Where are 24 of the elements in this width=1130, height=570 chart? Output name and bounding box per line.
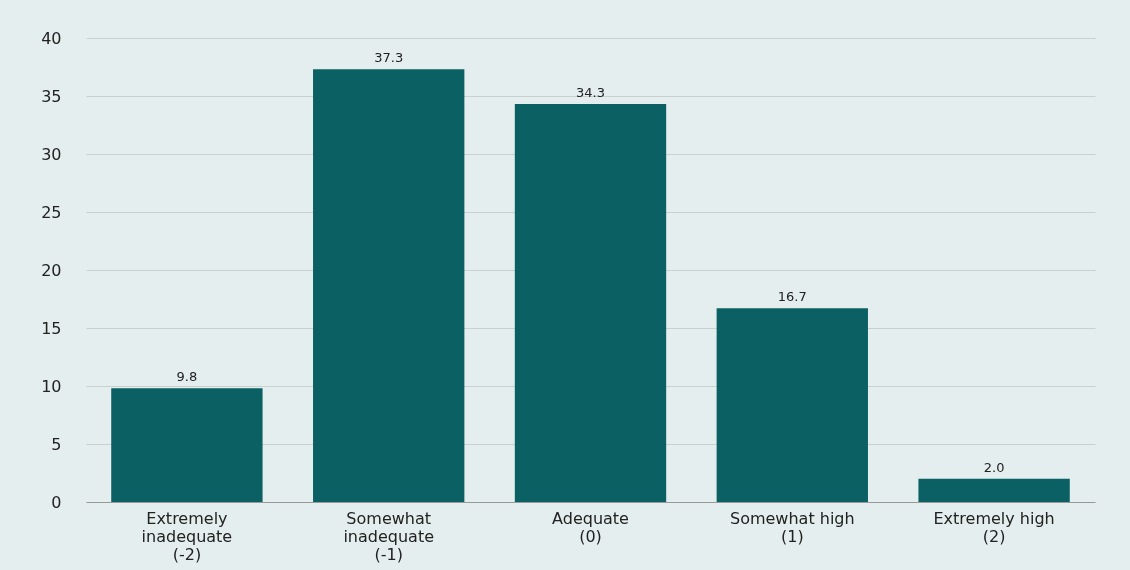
data-label: 16.7 xyxy=(777,289,807,305)
y-tick-label: 0 xyxy=(51,492,62,512)
y-tick-label: 10 xyxy=(41,376,62,396)
data-label: 2.0 xyxy=(983,459,1005,475)
y-tick-label: 20 xyxy=(41,260,62,280)
x-tick-label: Somewhat high (1) xyxy=(729,508,855,546)
data-label: 9.8 xyxy=(176,369,198,385)
x-tick-label: Extremely high (2) xyxy=(933,508,1055,546)
y-tick-label: 35 xyxy=(41,86,62,106)
y-tick-label: 15 xyxy=(41,318,62,338)
x-tick-label: Somewhat inadequate (-1) xyxy=(343,508,434,564)
x-tick-label: Adequate (0) xyxy=(552,508,629,546)
y-tick-label: 5 xyxy=(51,434,62,454)
y-tick-label: 30 xyxy=(41,144,62,164)
bar xyxy=(918,478,1070,502)
y-tick-label: 25 xyxy=(41,202,62,222)
bar xyxy=(514,104,667,502)
y-tick-label: 40 xyxy=(41,28,62,48)
x-tick-label: Extremely inadequate (-2) xyxy=(141,508,233,564)
bar xyxy=(111,388,263,502)
data-label: 34.3 xyxy=(576,85,605,101)
bar xyxy=(716,308,868,502)
bar xyxy=(313,69,465,502)
data-label: 37.3 xyxy=(374,50,404,66)
